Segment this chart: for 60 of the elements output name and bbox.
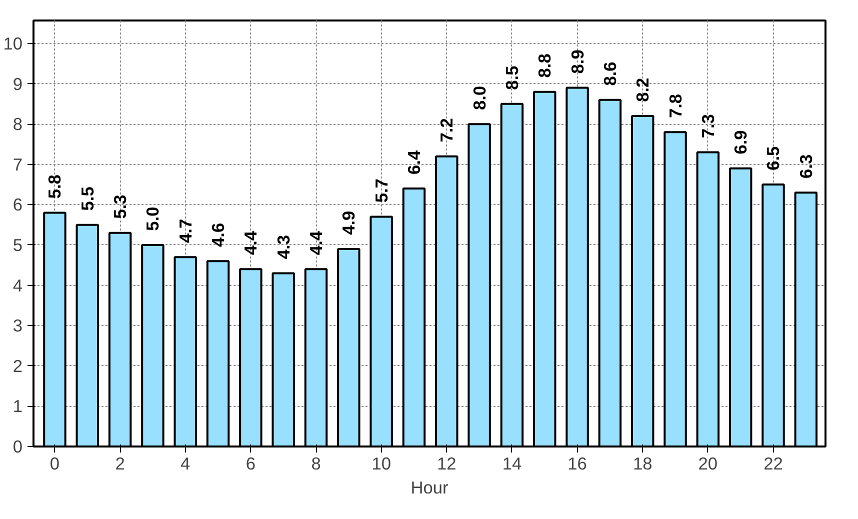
y-tick-label: 10 (3, 33, 23, 54)
y-tick-label: 8 (12, 114, 23, 134)
bar (468, 123, 491, 446)
y-tick-label: 5 (12, 234, 23, 255)
y-tick-label: 7 (12, 154, 23, 174)
data-label: 8.0 (469, 86, 490, 110)
data-label: 7.3 (698, 114, 718, 138)
data-label: 7.8 (665, 94, 686, 118)
data-label: 4.3 (273, 234, 294, 260)
data-label: 5.3 (110, 194, 130, 219)
bar (76, 224, 100, 446)
data-label: 8.2 (632, 78, 653, 102)
x-tick-label: 2 (115, 454, 125, 474)
bar (272, 272, 295, 446)
x-tick-label: 4 (180, 454, 191, 474)
data-label: 4.7 (175, 218, 196, 243)
x-tick-label: 0 (50, 454, 60, 474)
data-label: 4.4 (240, 230, 261, 256)
data-label: 4.4 (306, 230, 326, 256)
bar (598, 98, 622, 446)
data-label: 8.6 (600, 61, 620, 86)
x-tick-label: 8 (311, 454, 321, 474)
x-tick-label: 10 (372, 454, 391, 474)
bar (337, 248, 360, 446)
data-label: 5.0 (142, 206, 163, 231)
y-tick-label: 9 (12, 74, 23, 94)
bar (206, 260, 230, 446)
data-label: 6.4 (404, 150, 424, 174)
bar (402, 188, 426, 446)
bar (533, 90, 556, 446)
data-label: 6.3 (796, 154, 816, 178)
x-tick-label: 16 (568, 454, 587, 474)
data-label: 4.9 (338, 210, 359, 235)
data-label: 5.5 (77, 186, 98, 211)
data-label: 8.5 (502, 65, 522, 90)
data-label: 6.5 (763, 146, 784, 170)
data-label: 6.9 (730, 130, 751, 154)
y-tick-label: 0 (12, 436, 23, 456)
bar (728, 167, 752, 446)
x-tick-label: 18 (632, 454, 652, 474)
bar (664, 131, 687, 446)
data-label: 8.9 (567, 50, 588, 74)
y-tick-label: 3 (12, 316, 23, 336)
x-tick-label: 14 (502, 454, 522, 474)
x-tick-label: 22 (764, 454, 783, 474)
bar (794, 192, 818, 446)
y-tick-label: 4 (12, 275, 23, 296)
data-label: 8.8 (534, 53, 555, 78)
bar (141, 244, 164, 446)
data-label: 5.7 (371, 178, 392, 203)
x-axis-title: Hour (410, 478, 449, 498)
y-tick-label: 1 (12, 396, 23, 416)
x-tick-label: 6 (246, 454, 256, 474)
y-tick-label: 2 (12, 356, 23, 376)
x-tick-label: 20 (698, 454, 718, 474)
x-tick-label: 12 (437, 454, 456, 474)
data-label: 7.2 (436, 118, 457, 142)
y-tick-label: 6 (12, 194, 23, 215)
data-label: 5.8 (44, 174, 65, 199)
data-label: 4.6 (208, 222, 228, 247)
